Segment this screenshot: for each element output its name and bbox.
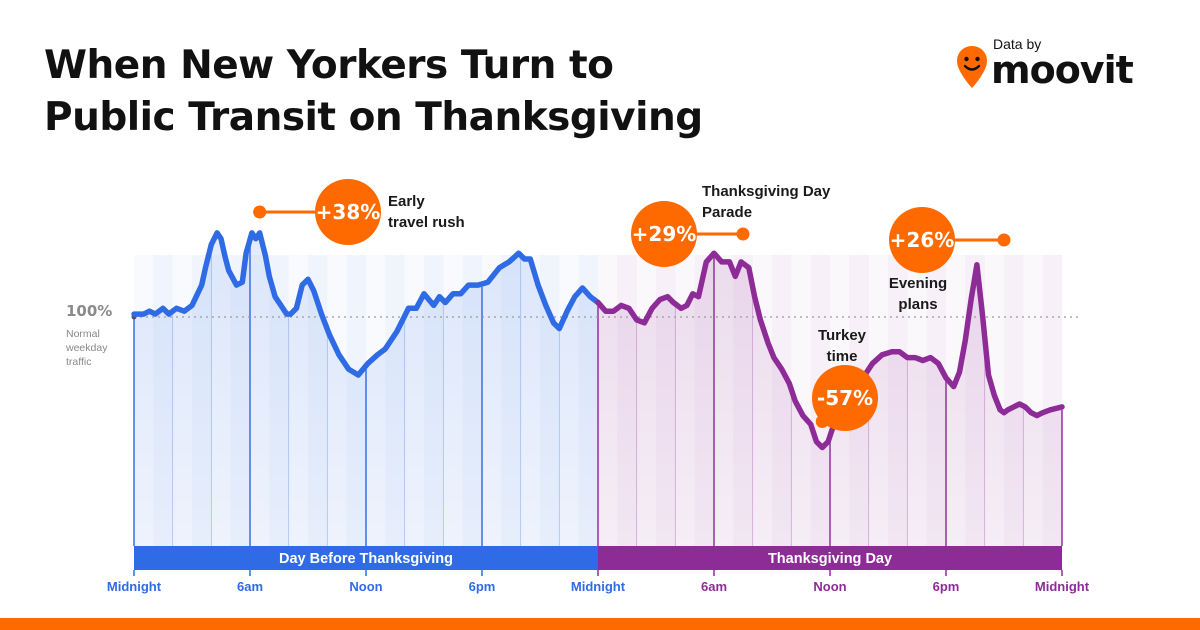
annotations: +38% Early travel rush +29% Thanksgiving Day…: [253, 179, 1011, 431]
x-tick-label: Midnight: [571, 579, 626, 594]
x-tick-label: 6pm: [933, 579, 960, 594]
moovit-logo: Data by moovit: [955, 36, 1160, 96]
title-line-2: Public Transit on Thanksgiving: [44, 95, 703, 140]
annotation-marker: [997, 233, 1011, 247]
annotation-label: Evening: [889, 275, 947, 292]
segment-label: Day Before Thanksgiving: [279, 551, 453, 567]
logo-prefix: Data by: [993, 36, 1042, 52]
segment-bar: [134, 546, 598, 570]
x-tick-label: Midnight: [1035, 579, 1090, 594]
annotation-bubble: [889, 207, 955, 273]
annotation-bubble: [315, 179, 381, 245]
annotation-label: Thanksgiving Day: [702, 183, 831, 200]
x-tick-label: Noon: [349, 579, 382, 594]
annotation-label: Early: [388, 193, 425, 210]
annotation-value: +29%: [632, 222, 697, 246]
series-lines: [131, 230, 1065, 451]
annotation-label: plans: [898, 296, 937, 313]
series-line-1: [595, 250, 1065, 451]
reference-label: 100%: [66, 302, 112, 320]
annotation-bubble: [631, 201, 697, 267]
x-tick-label: Midnight: [107, 579, 162, 594]
annotation-label: Turkey: [818, 327, 867, 344]
moovit-pin-icon: [957, 46, 987, 88]
annotation-value: -57%: [817, 386, 873, 410]
annotation-bubble: [812, 365, 878, 431]
x-tick-label: Noon: [813, 579, 846, 594]
x-axis: Day Before Thanksgiving Thanksgiving Day M…: [107, 546, 1090, 594]
x-tick-label: 6am: [237, 579, 263, 594]
annotation-value: +38%: [316, 200, 381, 224]
reference-line: 100% Normal weekday traffic: [65, 302, 1080, 368]
annotation-marker: [736, 227, 750, 241]
annotation-label: Parade: [702, 204, 752, 221]
reference-sublabel: Normal: [66, 328, 100, 340]
logo-wordmark: moovit: [991, 48, 1134, 92]
reference-sublabel: weekday: [65, 342, 108, 354]
brand-bottom-bar: [0, 618, 1200, 630]
annotation-label: time: [827, 348, 858, 365]
segment-label: Thanksgiving Day: [768, 551, 892, 567]
reference-sublabel: traffic: [66, 356, 91, 368]
chart-title: When New Yorkers Turn to Public Transit …: [44, 40, 703, 144]
x-tick-label: 6am: [701, 579, 727, 594]
annotation-value: +26%: [890, 228, 955, 252]
title-line-1: When New Yorkers Turn to: [44, 43, 614, 88]
annotation-marker: [253, 205, 267, 219]
segment-bar: [598, 546, 1062, 570]
annotation-label: travel rush: [388, 214, 465, 231]
series-line-0: [131, 230, 601, 378]
x-tick-label: 6pm: [469, 579, 496, 594]
